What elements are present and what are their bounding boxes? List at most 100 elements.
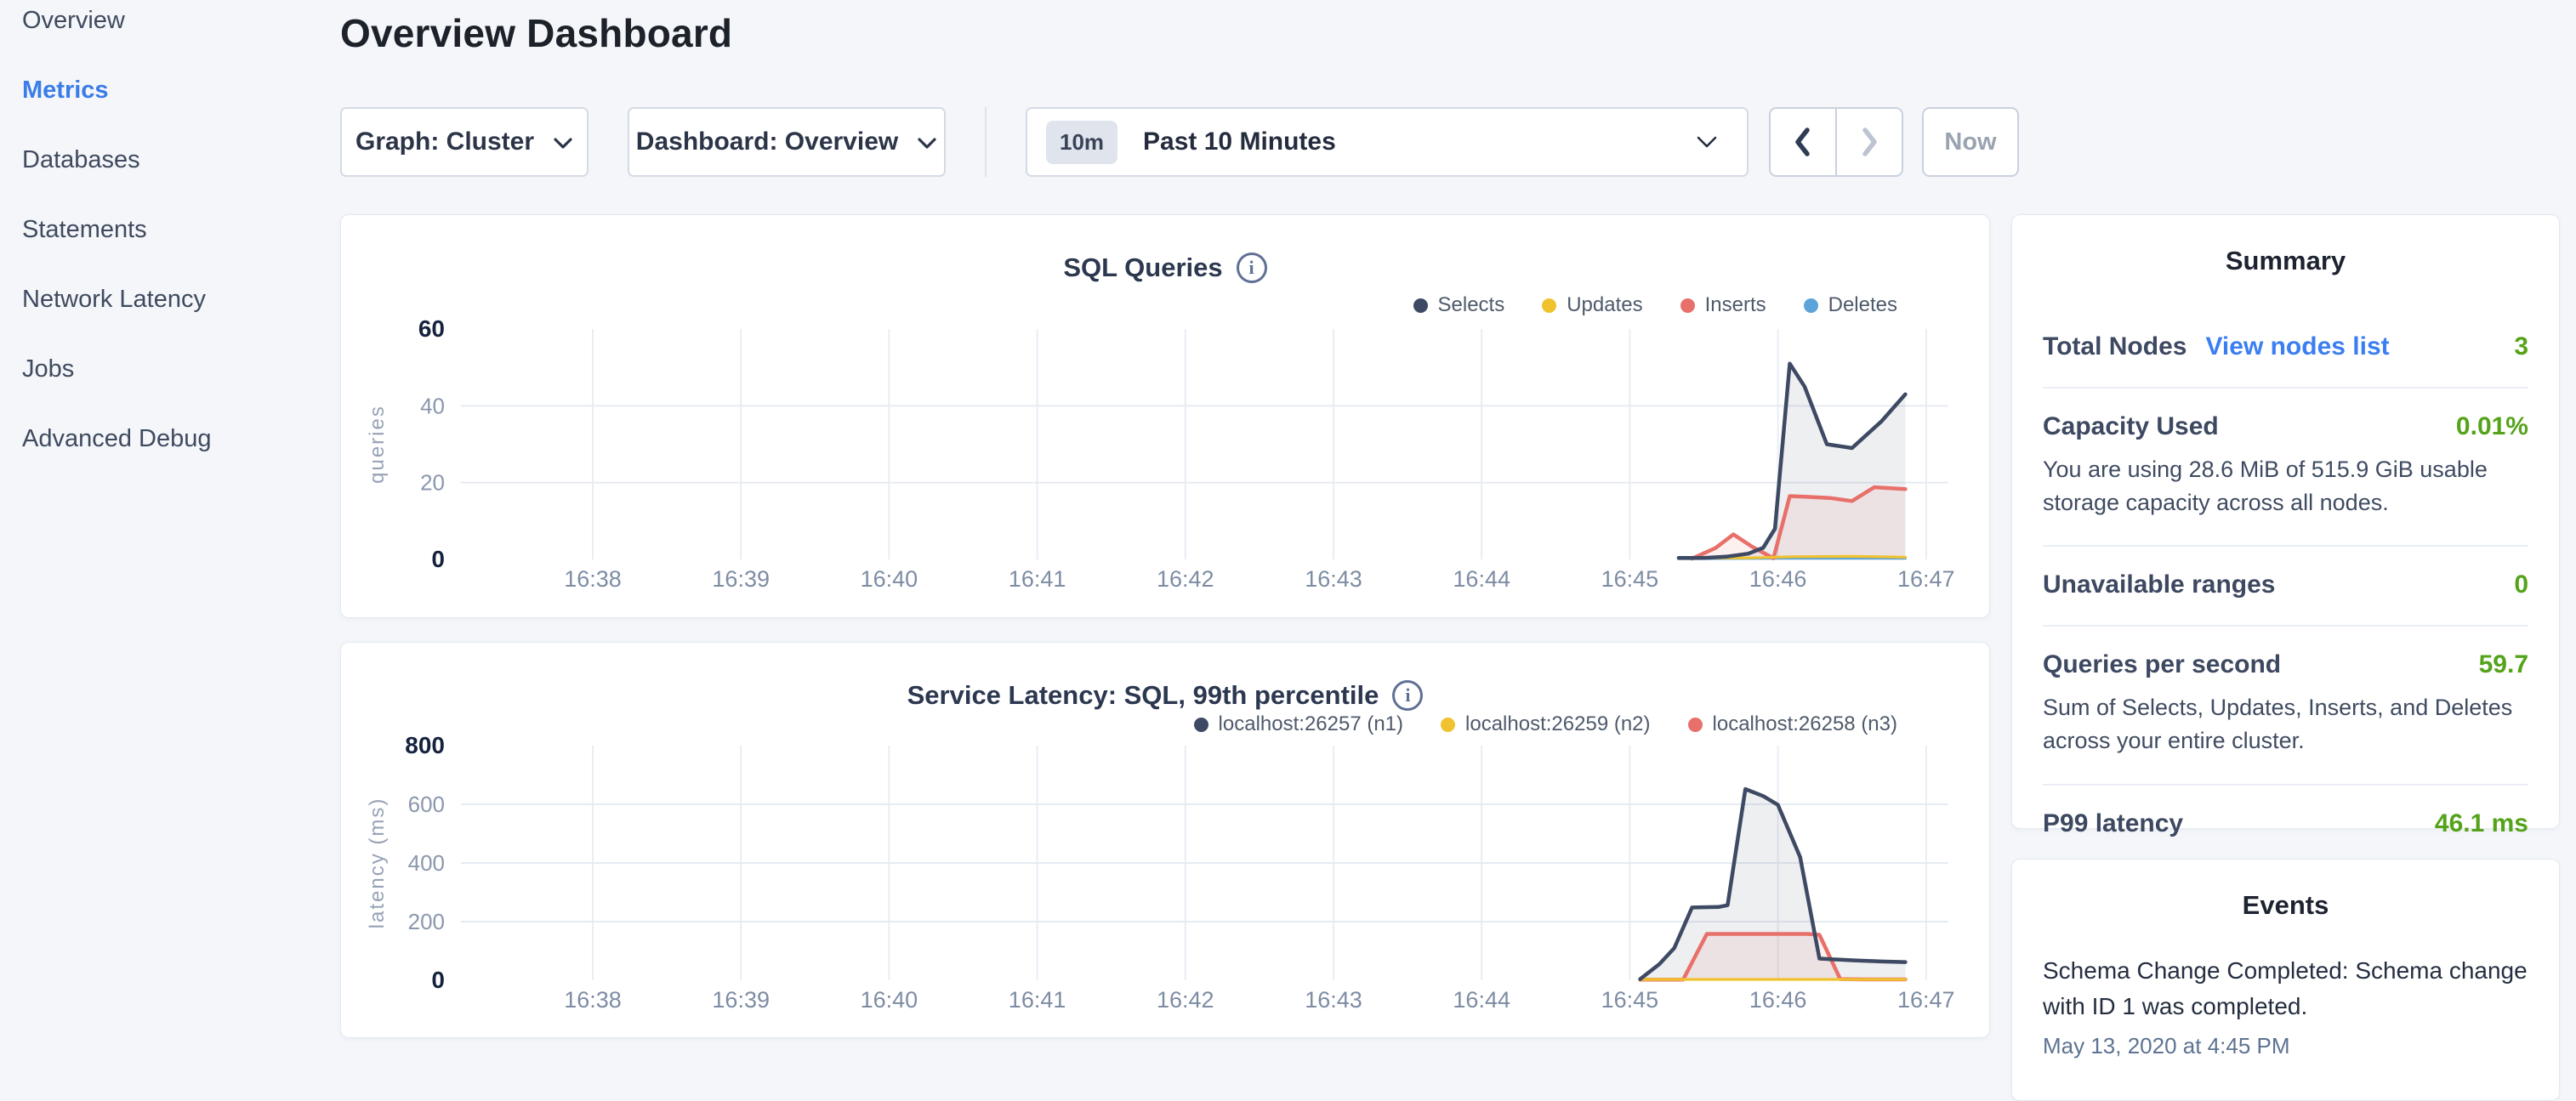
total-nodes-value: 3 xyxy=(2514,332,2528,361)
legend-dot-icon xyxy=(1688,718,1703,732)
legend-label: Deletes xyxy=(1828,293,1897,317)
chart-title: Service Latency: SQL, 99th percentile xyxy=(907,680,1379,711)
svg-text:16:40: 16:40 xyxy=(861,987,918,1013)
unavailable-ranges-value: 0 xyxy=(2514,570,2528,599)
graph-dropdown-label: Graph: Cluster xyxy=(355,128,534,156)
legend-item[interactable]: Inserts xyxy=(1680,293,1766,317)
admin-ui-page: Overview Metrics Databases Statements Networ… xyxy=(0,0,2576,1051)
sidebar-item-statements[interactable]: Statements xyxy=(22,216,328,247)
sql-queries-chart-card: SQL Queries i Selects Updates Inserts Delet… xyxy=(340,214,1990,618)
chevron-down-icon xyxy=(917,128,937,156)
svg-text:40: 40 xyxy=(420,393,445,418)
svg-text:0: 0 xyxy=(431,967,445,993)
svg-text:16:38: 16:38 xyxy=(564,566,622,592)
divider xyxy=(985,107,987,177)
svg-text:latency (ms): latency (ms) xyxy=(366,797,389,929)
p99-latency-value: 46.1 ms xyxy=(2435,809,2528,838)
summary-rows: Total Nodes View nodes list 3 Capacity U… xyxy=(2043,309,2528,864)
legend-dot-icon xyxy=(1542,298,1556,313)
legend-item[interactable]: Deletes xyxy=(1804,293,1897,317)
time-nav-group xyxy=(1769,107,1903,177)
legend-dot-icon xyxy=(1194,718,1208,732)
legend-item[interactable]: Selects xyxy=(1413,293,1505,317)
sidebar-item-metrics[interactable]: Metrics xyxy=(22,77,328,107)
legend-label: localhost:26259 (n2) xyxy=(1465,712,1650,736)
sidebar-item-overview[interactable]: Overview xyxy=(22,7,328,37)
event-item[interactable]: Schema Change Completed: Schema change w… xyxy=(2043,953,2528,1059)
events-panel: Events Schema Change Completed: Schema c… xyxy=(2011,859,2560,1101)
event-message: Schema Change Completed: Schema change w… xyxy=(2043,953,2528,1024)
capacity-used-label: Capacity Used xyxy=(2043,412,2219,441)
svg-text:16:42: 16:42 xyxy=(1157,987,1214,1013)
queries-per-second-row: Queries per second 59.7 Sum of Selects, … xyxy=(2043,627,2528,785)
time-window-label: Past 10 Minutes xyxy=(1143,128,1336,156)
chevron-left-icon xyxy=(1791,124,1815,160)
svg-text:60: 60 xyxy=(418,315,445,342)
prev-time-button[interactable] xyxy=(1771,109,1837,175)
svg-text:600: 600 xyxy=(408,792,445,817)
svg-text:16:41: 16:41 xyxy=(1009,566,1066,592)
event-timestamp: May 13, 2020 at 4:45 PM xyxy=(2043,1033,2528,1059)
svg-text:16:45: 16:45 xyxy=(1601,987,1659,1013)
queries-per-second-value: 59.7 xyxy=(2479,650,2528,679)
svg-text:16:45: 16:45 xyxy=(1601,566,1659,592)
svg-text:800: 800 xyxy=(405,732,445,758)
legend-dot-icon xyxy=(1680,298,1695,313)
legend-item[interactable]: localhost:26258 (n3) xyxy=(1688,712,1897,736)
legend-label: localhost:26257 (n1) xyxy=(1219,712,1403,736)
legend-item[interactable]: Updates xyxy=(1542,293,1642,317)
legend-label: Selects xyxy=(1438,293,1505,317)
svg-text:queries: queries xyxy=(366,405,389,484)
unavailable-ranges-label: Unavailable ranges xyxy=(2043,570,2275,599)
view-nodes-link[interactable]: View nodes list xyxy=(2205,332,2389,361)
chart-legend: Selects Updates Inserts Deletes xyxy=(1413,293,1898,317)
graph-dropdown[interactable]: Graph: Cluster xyxy=(340,107,589,177)
chart-title-row: SQL Queries i xyxy=(341,253,1989,283)
page-title: Overview Dashboard xyxy=(340,10,732,56)
svg-text:16:43: 16:43 xyxy=(1305,987,1362,1013)
time-window-select[interactable]: 10m Past 10 Minutes xyxy=(1026,107,1749,177)
sidebar-item-jobs[interactable]: Jobs xyxy=(22,355,328,386)
svg-text:16:43: 16:43 xyxy=(1305,566,1362,592)
p99-latency-row: P99 latency 46.1 ms xyxy=(2043,786,2528,864)
svg-text:16:39: 16:39 xyxy=(712,987,770,1013)
info-icon[interactable]: i xyxy=(1237,253,1267,283)
capacity-used-note: You are using 28.6 MiB of 515.9 GiB usab… xyxy=(2043,453,2528,519)
svg-text:16:47: 16:47 xyxy=(1897,566,1955,592)
legend-label: Updates xyxy=(1567,293,1642,317)
chevron-down-icon xyxy=(553,128,573,156)
chevron-down-icon xyxy=(1696,135,1718,149)
unavailable-ranges-row: Unavailable ranges 0 xyxy=(2043,547,2528,627)
legend-item[interactable]: localhost:26259 (n2) xyxy=(1441,712,1650,736)
sidebar-nav: Overview Metrics Databases Statements Networ… xyxy=(22,7,328,495)
sidebar-item-advanced-debug[interactable]: Advanced Debug xyxy=(22,425,328,456)
svg-text:16:39: 16:39 xyxy=(712,566,770,592)
sidebar-item-network-latency[interactable]: Network Latency xyxy=(22,286,328,316)
service-latency-chart-card: Service Latency: SQL, 99th percentile i … xyxy=(340,642,1990,1038)
svg-text:16:42: 16:42 xyxy=(1157,566,1214,592)
summary-panel: Summary Total Nodes View nodes list 3 Ca… xyxy=(2011,214,2560,829)
svg-text:16:44: 16:44 xyxy=(1453,566,1510,592)
sidebar-item-databases[interactable]: Databases xyxy=(22,146,328,177)
next-time-button[interactable] xyxy=(1837,109,1902,175)
svg-text:16:46: 16:46 xyxy=(1749,987,1807,1013)
svg-text:400: 400 xyxy=(408,850,445,876)
svg-text:16:40: 16:40 xyxy=(861,566,918,592)
legend-dot-icon xyxy=(1441,718,1455,732)
total-nodes-row: Total Nodes View nodes list 3 xyxy=(2043,309,2528,389)
dashboard-dropdown[interactable]: Dashboard: Overview xyxy=(628,107,946,177)
svg-text:16:44: 16:44 xyxy=(1453,987,1510,1013)
queries-per-second-note: Sum of Selects, Updates, Inserts, and De… xyxy=(2043,691,2528,758)
legend-label: localhost:26258 (n3) xyxy=(1713,712,1897,736)
summary-heading: Summary xyxy=(2043,246,2528,276)
now-button[interactable]: Now xyxy=(1922,107,2019,177)
legend-item[interactable]: localhost:26257 (n1) xyxy=(1194,712,1403,736)
capacity-used-value: 0.01% xyxy=(2456,412,2528,441)
chevron-right-icon xyxy=(1857,124,1881,160)
p99-latency-label: P99 latency xyxy=(2043,809,2183,838)
legend-label: Inserts xyxy=(1705,293,1766,317)
dashboard-dropdown-label: Dashboard: Overview xyxy=(636,128,898,156)
chart-title: SQL Queries xyxy=(1063,253,1222,283)
events-heading: Events xyxy=(2043,890,2528,921)
info-icon[interactable]: i xyxy=(1392,680,1423,711)
